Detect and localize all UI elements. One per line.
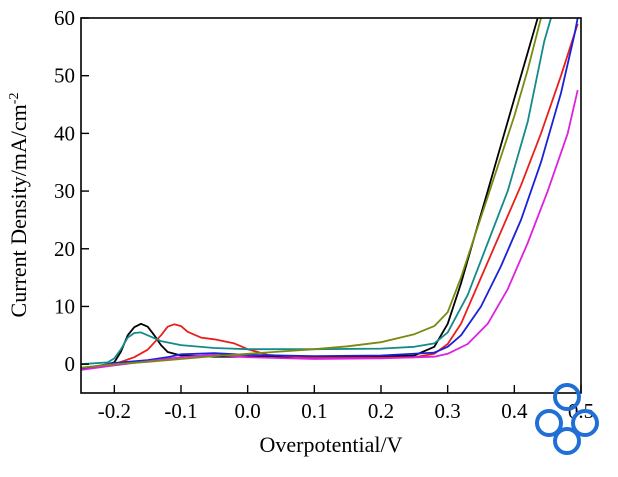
- x-axis-title: Overpotential/V: [260, 432, 403, 457]
- y-tick-label: 60: [54, 6, 75, 30]
- series-line-1: [81, 18, 539, 371]
- y-axis-title-superscript: -2: [7, 93, 22, 105]
- series-line-2: [81, 23, 579, 370]
- x-tick-label: 0.0: [235, 399, 261, 423]
- y-tick-label: 50: [54, 64, 75, 88]
- series-line-5: [81, 18, 552, 366]
- x-axis-ticks: -0.2 -0.1 0.0 0.1 0.2 0.3 0.4 0.5: [98, 385, 594, 423]
- x-tick-label: -0.1: [164, 399, 197, 423]
- x-tick-label: 0.1: [301, 399, 327, 423]
- series-line-3: [81, 18, 579, 370]
- series-line-6: [81, 18, 542, 369]
- plot-frame: [80, 17, 582, 394]
- x-tick-label: 0.2: [368, 399, 394, 423]
- y-axis-title: Current Density/mA/cm-2: [6, 93, 31, 318]
- series-line-4: [81, 89, 579, 371]
- x-tick-label: -0.2: [98, 399, 131, 423]
- x-tick-label: 0.3: [435, 399, 461, 423]
- y-tick-label: 40: [54, 121, 75, 145]
- y-tick-label: 30: [54, 179, 75, 203]
- y-axis-ticks: 0 10 20 30 40 50 60: [54, 6, 89, 376]
- y-tick-label: 20: [54, 237, 75, 261]
- watermark-logo: [535, 383, 599, 455]
- y-tick-label: 10: [54, 294, 75, 318]
- series-layer: [81, 18, 579, 371]
- x-tick-label: 0.4: [501, 399, 528, 423]
- y-axis-title-main: Current Density/mA/cm: [6, 104, 31, 317]
- y-tick-label: 0: [65, 352, 76, 376]
